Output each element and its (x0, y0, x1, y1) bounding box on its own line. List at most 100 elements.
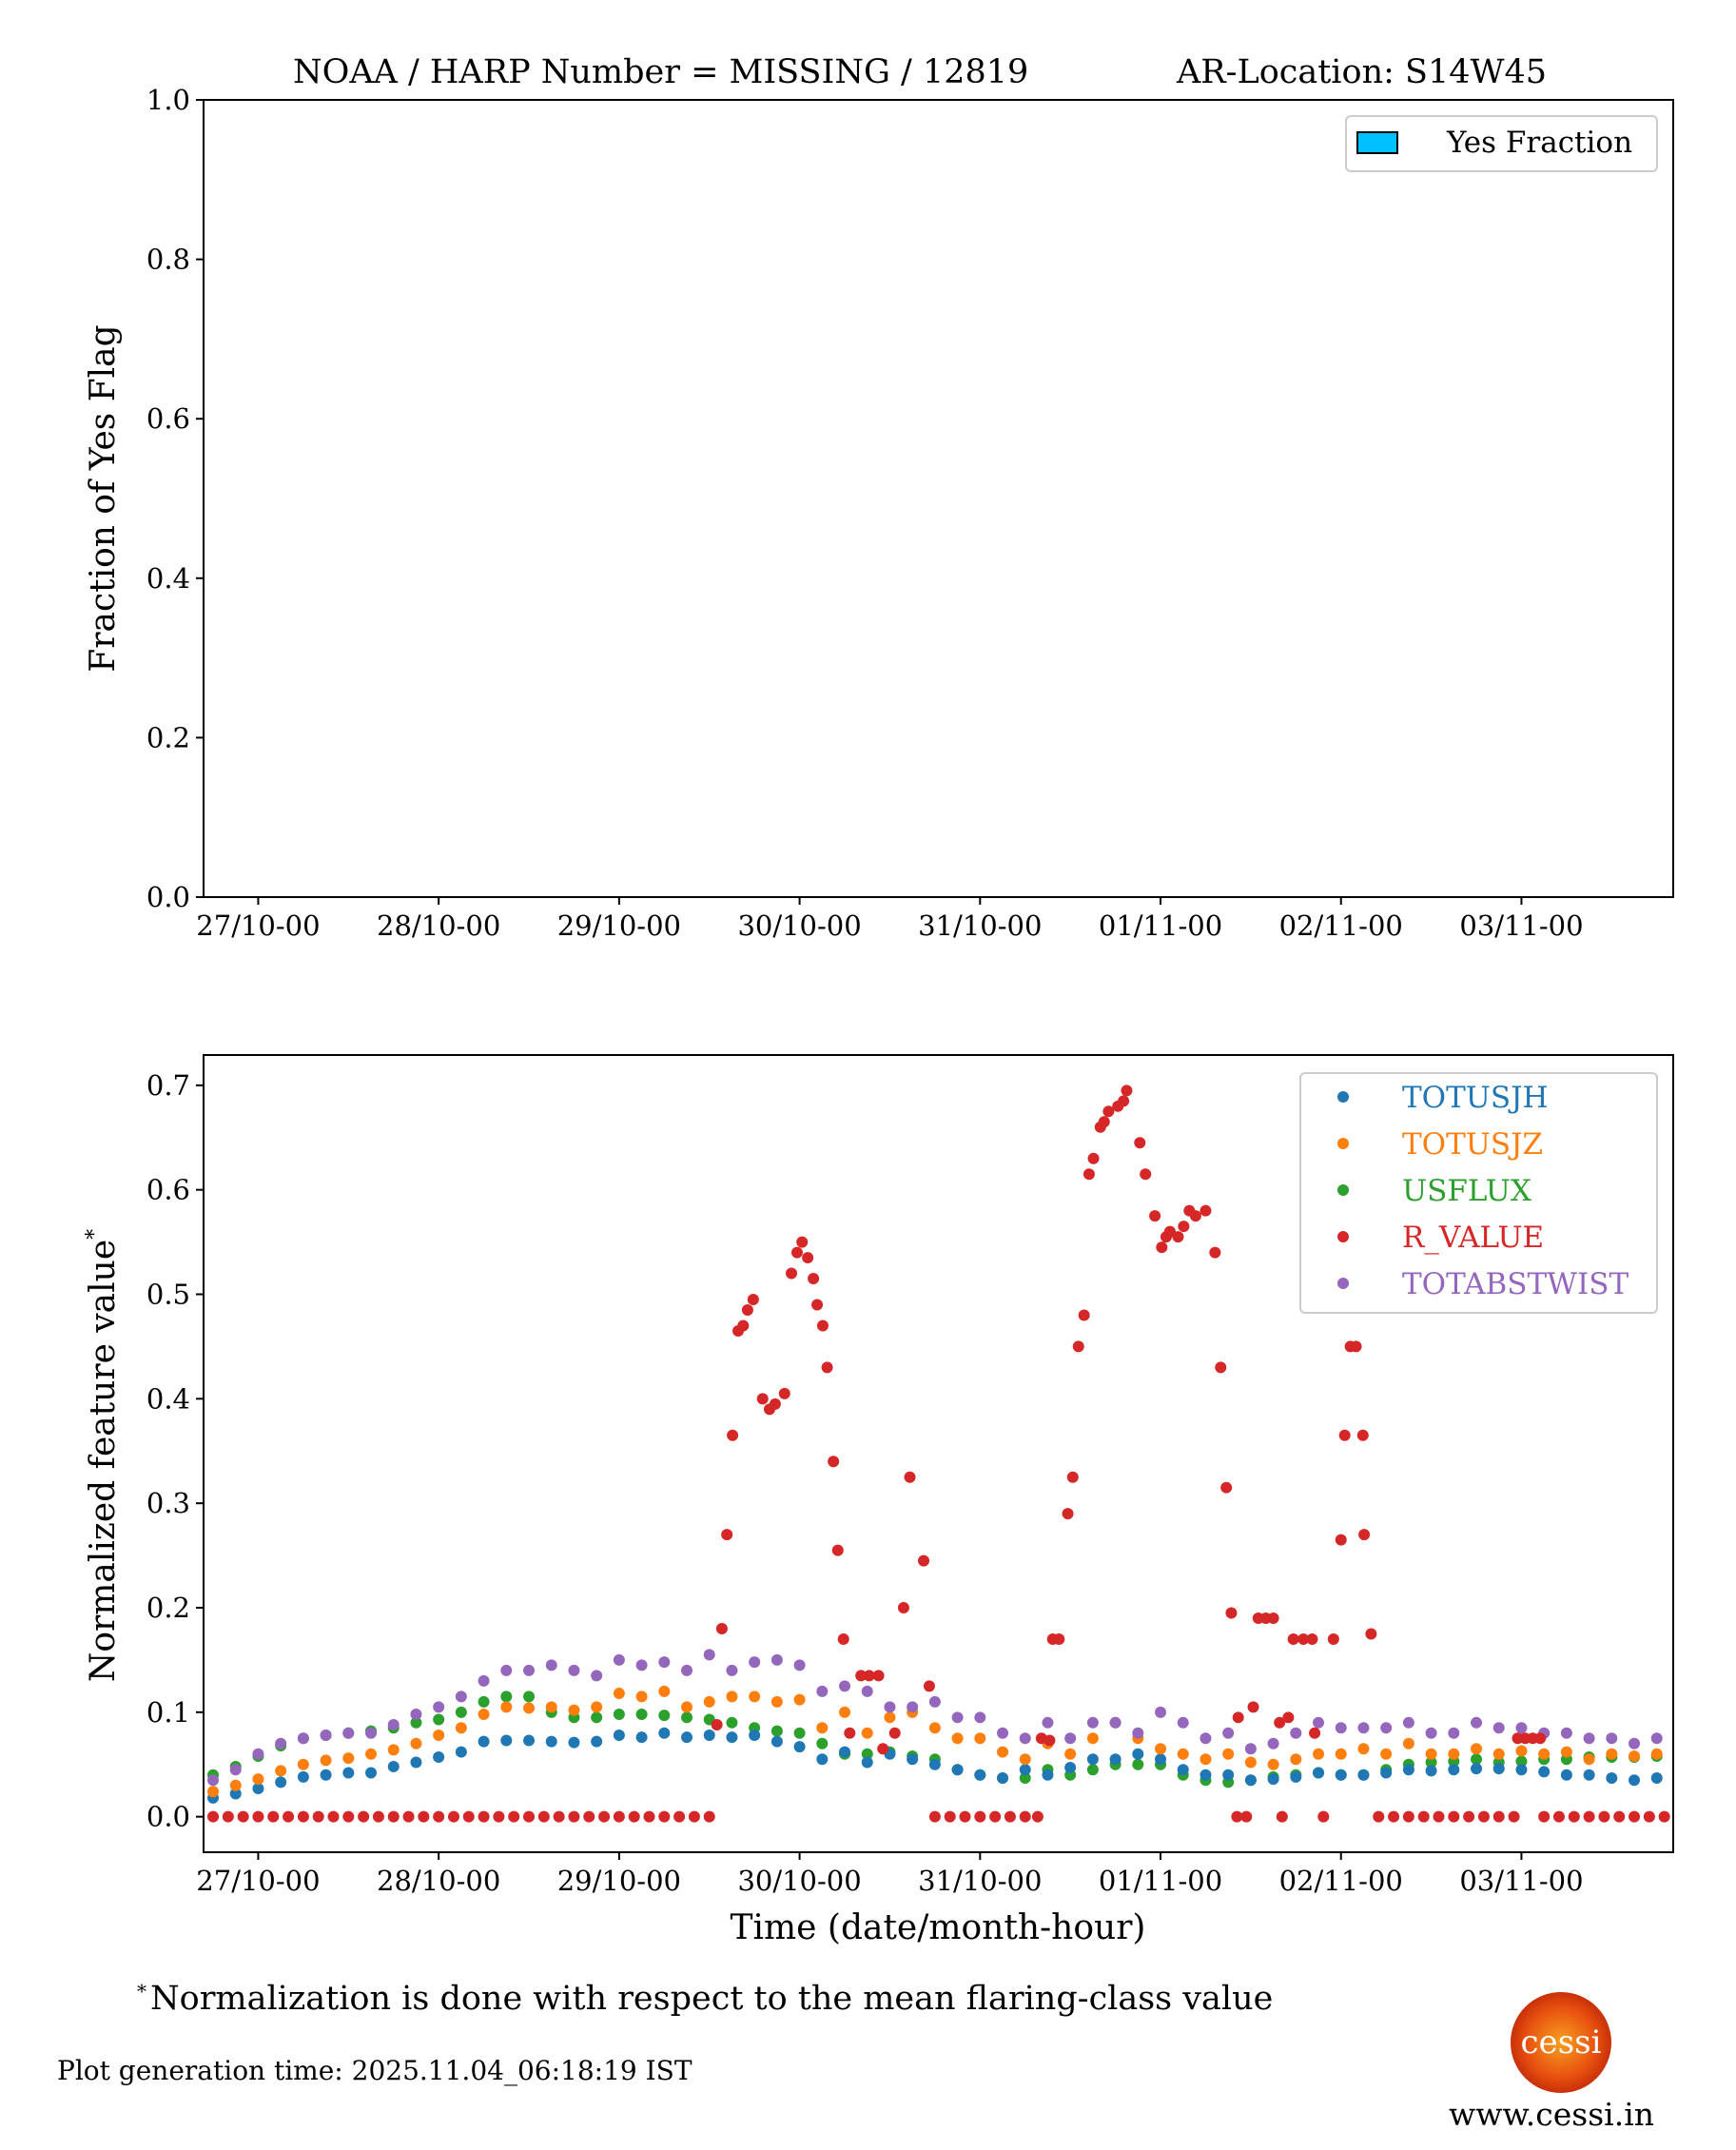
point-r_value (1078, 1309, 1090, 1321)
point-totabstwist (591, 1670, 603, 1682)
point-totusjz (951, 1732, 964, 1745)
point-r_value (358, 1810, 370, 1823)
point-r_value (568, 1810, 580, 1823)
legend-yes-fraction: Yes Fraction (1446, 126, 1632, 160)
series-totusjz (207, 1685, 1663, 1798)
point-totusjh (275, 1776, 287, 1788)
x-tick-label: 27/10-00 (196, 1865, 320, 1897)
point-r_value (1072, 1340, 1084, 1353)
point-r_value (1358, 1529, 1371, 1541)
point-totusjz (770, 1695, 783, 1708)
point-r_value (1335, 1534, 1347, 1546)
point-r_value (802, 1252, 814, 1264)
point-totusjz (568, 1704, 580, 1716)
point-r_value (673, 1810, 686, 1823)
y-label-mark: * (83, 1229, 107, 1240)
point-totusjh (1222, 1769, 1235, 1781)
legend-marker-totusjz (1337, 1138, 1349, 1149)
point-totabstwist (1402, 1716, 1414, 1729)
point-totabstwist (365, 1727, 378, 1739)
point-r_value (727, 1429, 739, 1441)
point-r_value (1240, 1810, 1253, 1823)
point-r_value (786, 1267, 798, 1280)
point-r_value (1062, 1508, 1074, 1520)
point-totabstwist (1583, 1732, 1595, 1745)
point-r_value (1492, 1810, 1505, 1823)
point-totusjz (252, 1773, 264, 1786)
point-r_value (1388, 1810, 1400, 1823)
point-r_value (207, 1810, 220, 1823)
point-totusjh (839, 1746, 851, 1758)
point-r_value (888, 1727, 901, 1739)
point-r_value (1066, 1471, 1079, 1483)
point-usflux (591, 1711, 603, 1724)
point-totusjz (635, 1691, 648, 1703)
point-usflux (793, 1727, 806, 1739)
point-totusjz (839, 1706, 851, 1718)
cessi-url-link[interactable]: www.cessi.in (1449, 2096, 1654, 2133)
point-totusjh (635, 1731, 648, 1744)
top-y-axis-label: Fraction of Yes Flag (84, 324, 123, 672)
point-totabstwist (1560, 1727, 1572, 1739)
point-r_value (1402, 1810, 1414, 1823)
point-totusjz (1492, 1748, 1505, 1760)
point-totusjz (500, 1701, 513, 1713)
point-totabstwist (410, 1709, 422, 1721)
point-totusjh (1357, 1769, 1370, 1781)
point-totusjh (726, 1731, 738, 1744)
point-totabstwist (951, 1711, 964, 1724)
point-totabstwist (1177, 1716, 1189, 1729)
point-totusjz (1560, 1746, 1572, 1758)
point-totusjz (1244, 1756, 1257, 1769)
point-totabstwist (613, 1653, 625, 1666)
point-r_value (1463, 1810, 1475, 1823)
point-usflux (455, 1706, 467, 1718)
point-r_value (327, 1810, 340, 1823)
point-r_value (342, 1810, 355, 1823)
sun-logo-icon (1511, 1992, 1611, 2093)
point-totabstwist (907, 1701, 919, 1713)
point-r_value (872, 1670, 885, 1682)
point-r_value (844, 1727, 856, 1739)
point-r_value (1053, 1632, 1065, 1645)
point-r_value (537, 1810, 550, 1823)
point-totusjh (229, 1788, 242, 1800)
point-totusjh (297, 1770, 309, 1783)
point-totusjz (1313, 1748, 1325, 1760)
y-tick-label: 0.5 (146, 1279, 190, 1311)
point-r_value (877, 1743, 889, 1755)
point-totusjh (793, 1741, 806, 1753)
point-r_value (831, 1544, 844, 1556)
point-totusjh (1064, 1762, 1077, 1774)
point-totusjz (207, 1786, 220, 1798)
point-totusjz (928, 1722, 941, 1734)
point-r_value (1098, 1116, 1110, 1128)
point-totabstwist (207, 1774, 220, 1787)
point-usflux (1019, 1772, 1031, 1785)
point-totusjh (1380, 1767, 1393, 1779)
point-r_value (741, 1303, 753, 1316)
point-totabstwist (252, 1748, 264, 1760)
point-usflux (500, 1691, 513, 1703)
point-totabstwist (433, 1701, 445, 1713)
point-r_value (1267, 1612, 1279, 1624)
x-axis-label: Time (date/month-hour) (731, 1908, 1146, 1947)
point-totusjz (658, 1685, 671, 1697)
top-legend: Yes Fraction (1345, 115, 1658, 172)
point-totusjh (907, 1753, 919, 1766)
point-totusjh (1086, 1753, 1099, 1766)
point-totusjz (1155, 1743, 1167, 1755)
x-tick-label: 03/11-00 (1459, 909, 1583, 942)
point-totabstwist (703, 1649, 715, 1661)
point-totabstwist (1606, 1732, 1618, 1745)
point-totusjh (365, 1767, 378, 1779)
point-totusjh (1313, 1767, 1325, 1779)
top-plot-frame (203, 99, 1674, 898)
y-tick-label: 0.1 (146, 1696, 190, 1729)
x-tick-label: 30/10-00 (737, 1865, 861, 1897)
point-r_value (1658, 1810, 1670, 1823)
point-r_value (1178, 1221, 1190, 1233)
point-totusjh (1583, 1769, 1595, 1781)
point-r_value (1417, 1810, 1430, 1823)
